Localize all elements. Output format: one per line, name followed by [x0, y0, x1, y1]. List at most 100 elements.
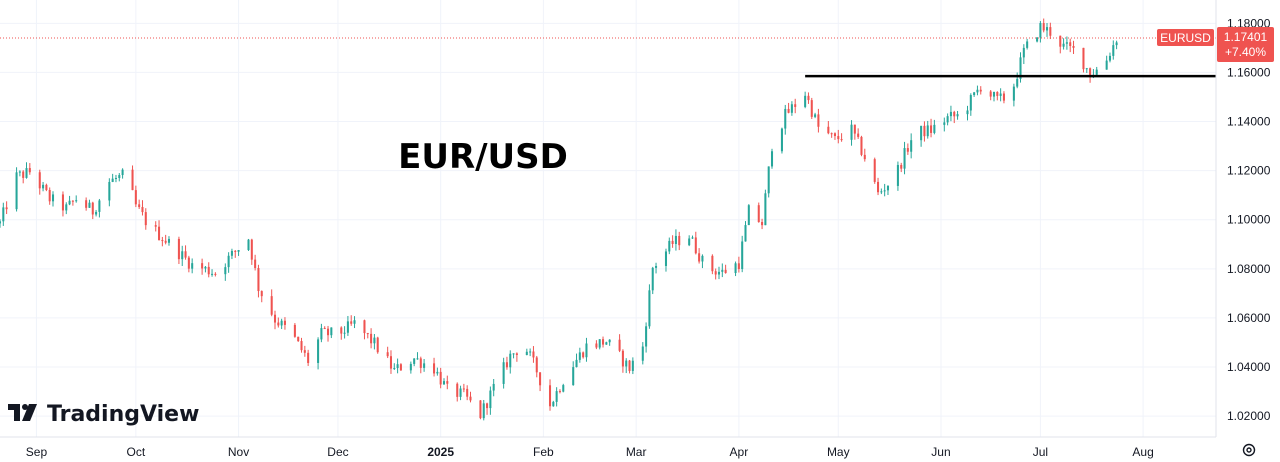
candle-body: [5, 207, 8, 210]
candle-body: [558, 391, 561, 393]
candle-body: [114, 177, 117, 179]
candle-body: [628, 360, 631, 371]
candle-body: [674, 235, 677, 244]
candle-body: [701, 255, 704, 262]
candle-body: [807, 95, 810, 101]
candle-body: [466, 388, 469, 397]
candle-body: [48, 190, 51, 202]
candle-body: [691, 237, 694, 239]
candle-body: [303, 350, 306, 353]
tradingview-logo-text: TradingView: [47, 402, 199, 427]
candle-body: [737, 263, 740, 270]
candle-body: [814, 114, 817, 117]
settings-gear-icon[interactable]: [1242, 443, 1256, 457]
candle-body: [830, 133, 833, 135]
candle-body: [456, 383, 459, 397]
candle-body: [486, 403, 489, 409]
candle-body: [655, 265, 658, 268]
candle-body: [575, 359, 578, 368]
candle-body: [877, 181, 880, 193]
candle-body: [933, 124, 936, 133]
candle-body: [366, 333, 369, 335]
candle-body: [164, 240, 167, 243]
candle-body: [920, 125, 923, 141]
candle-body: [492, 383, 495, 391]
candle-body: [787, 108, 790, 113]
candle-body: [95, 211, 98, 215]
candle-body: [323, 328, 326, 330]
candle-body: [111, 178, 114, 182]
candle-body: [641, 346, 644, 361]
candle-body: [618, 339, 621, 351]
price-axis-label: 1.16000: [1227, 65, 1271, 79]
candle-body: [678, 235, 681, 246]
last-price-tag-bg: [1217, 27, 1274, 62]
price-axis[interactable]: 1.02000 1.04000 1.06000 1.08000 1.10000 1.120…: [1227, 16, 1271, 423]
candle-body: [277, 322, 280, 326]
candle-body: [38, 172, 41, 189]
candle-body: [505, 362, 508, 368]
candle-body: [389, 356, 393, 369]
candle-body: [734, 263, 737, 274]
candle-body: [144, 212, 147, 226]
candle-body: [761, 222, 764, 226]
candle-body: [396, 364, 399, 369]
candle-body: [923, 125, 926, 137]
candle-body: [237, 250, 240, 252]
candle-body: [25, 168, 28, 178]
candle-body: [896, 164, 899, 186]
time-axis-label: Aug: [1132, 445, 1153, 459]
candle-body: [399, 364, 402, 371]
time-axis-label: Feb: [533, 445, 554, 459]
candle-body: [694, 237, 697, 254]
candle-body: [572, 367, 575, 386]
candle-body: [167, 238, 171, 243]
candle-body: [512, 353, 515, 355]
candle-body: [416, 358, 419, 360]
candle-body: [973, 92, 976, 96]
candle-body: [177, 238, 180, 260]
candle-body: [883, 190, 886, 192]
candle-body: [598, 339, 601, 348]
candle-body: [1045, 27, 1049, 31]
candle-body: [326, 328, 330, 336]
candle-body: [1022, 47, 1025, 58]
candle-body: [224, 267, 227, 275]
candle-body: [850, 124, 853, 140]
candle-body: [552, 401, 555, 407]
candle-body: [625, 360, 628, 367]
time-axis-label: Sep: [26, 445, 48, 459]
symbol-price-tag[interactable]: EURUSD 1.17401 +7.40%: [1157, 27, 1274, 62]
candle-body: [293, 324, 296, 337]
candle-body: [300, 341, 303, 351]
tradingview-logo[interactable]: TradingView: [8, 402, 199, 427]
candle-body: [181, 251, 184, 260]
candle-body: [436, 371, 439, 374]
candle-body: [1012, 86, 1015, 101]
candle-body: [833, 133, 836, 137]
candle-body: [790, 104, 793, 113]
candle-body: [764, 193, 767, 226]
candle-body: [930, 125, 933, 133]
candle-body: [969, 95, 972, 111]
candle-body: [370, 333, 373, 344]
candle-body: [459, 388, 462, 397]
candle-body: [1042, 23, 1045, 31]
candle-body: [1112, 45, 1115, 56]
candle-body: [562, 385, 565, 392]
price-axis-label: 1.06000: [1227, 311, 1271, 325]
candle-body: [645, 326, 648, 347]
candle-body: [578, 352, 581, 360]
time-axis[interactable]: Sep Oct Nov Dec 2025 Feb Mar Apr May Jun Jul Aug: [26, 445, 1154, 459]
candle-body: [373, 337, 376, 344]
candle-body: [134, 190, 137, 205]
candle-body: [860, 136, 863, 155]
candle-body: [45, 184, 48, 191]
candle-body: [211, 273, 214, 275]
candle-body: [721, 269, 724, 272]
candle-body: [747, 205, 750, 226]
candle-body: [810, 100, 813, 117]
candle-body: [121, 169, 124, 176]
candle-body: [966, 110, 969, 115]
